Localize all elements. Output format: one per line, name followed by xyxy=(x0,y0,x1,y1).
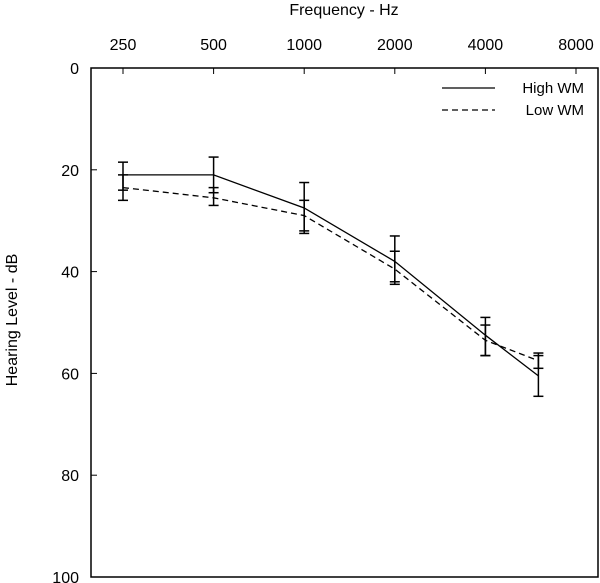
x-tick-label: 8000 xyxy=(558,37,594,54)
plot-area xyxy=(90,67,599,578)
x-tick-label: 2000 xyxy=(377,37,413,54)
x-axis: 250 500 1000 2000 4000 8000 xyxy=(110,37,594,74)
error-bar xyxy=(299,199,310,232)
x-axis-label: Frequency - Hz xyxy=(289,2,398,19)
y-axis: 0 20 40 60 80 100 xyxy=(52,61,97,583)
legend: High WM Low WM xyxy=(442,80,584,119)
y-axis-label: Hearing Level - dB xyxy=(4,254,21,387)
error-bar xyxy=(533,352,544,370)
y-tick-label: 0 xyxy=(70,61,79,78)
legend-label: Low WM xyxy=(526,102,584,119)
x-tick-label: 1000 xyxy=(286,37,322,54)
x-tick-label: 500 xyxy=(200,37,227,54)
error-bar xyxy=(208,186,219,207)
x-tick-label: 250 xyxy=(110,37,137,54)
series-low-wm xyxy=(118,174,544,370)
error-bar xyxy=(480,324,491,357)
series-line xyxy=(122,186,539,362)
series-high-wm xyxy=(118,156,544,398)
plot-border xyxy=(90,67,599,578)
error-bar xyxy=(389,250,400,283)
y-tick-label: 40 xyxy=(61,265,79,282)
error-bar xyxy=(118,174,128,202)
y-tick-label: 20 xyxy=(61,163,79,180)
legend-label: High WM xyxy=(522,80,584,97)
series-line xyxy=(123,174,539,377)
y-tick-label: 60 xyxy=(61,366,79,383)
x-tick-label: 4000 xyxy=(468,37,504,54)
y-tick-label: 100 xyxy=(52,570,79,583)
y-tick-label: 80 xyxy=(61,468,79,485)
series-layer xyxy=(118,156,544,398)
